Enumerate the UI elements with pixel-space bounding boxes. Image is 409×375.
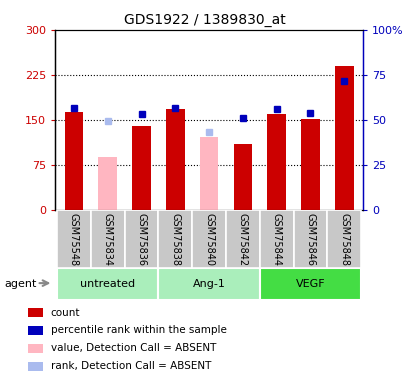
Text: GSM75836: GSM75836 [136,213,146,266]
Text: GSM75844: GSM75844 [271,213,281,266]
Bar [233,144,252,210]
Text: GSM75840: GSM75840 [204,213,213,266]
Bar [326,210,360,268]
Bar [225,210,259,268]
Bar [28,308,43,317]
Bar [334,66,353,210]
Text: GSM75846: GSM75846 [305,213,315,266]
Bar [124,210,158,268]
Bar [57,210,91,268]
Text: GSM75838: GSM75838 [170,213,180,266]
Bar [293,210,326,268]
Bar [166,109,184,210]
Bar [28,326,43,335]
Text: GDS1922 / 1389830_at: GDS1922 / 1389830_at [124,13,285,27]
Bar [158,268,259,300]
Bar [301,119,319,210]
Bar [259,268,360,300]
Bar [28,362,43,370]
Bar [192,210,225,268]
Text: VEGF: VEGF [295,279,324,289]
Bar [57,268,158,300]
Bar [91,210,124,268]
Text: agent: agent [4,279,36,289]
Text: count: count [51,308,80,318]
Text: GSM75848: GSM75848 [338,213,348,266]
Text: GSM75548: GSM75548 [69,213,79,266]
Text: GSM75842: GSM75842 [237,213,247,266]
Text: value, Detection Call = ABSENT: value, Detection Call = ABSENT [51,343,216,353]
Bar [267,114,285,210]
Bar [98,157,117,210]
Bar [132,126,151,210]
Text: rank, Detection Call = ABSENT: rank, Detection Call = ABSENT [51,361,211,371]
Text: untreated: untreated [80,279,135,289]
Bar [28,344,43,353]
Bar [65,112,83,210]
Bar [259,210,293,268]
Text: Ang-1: Ang-1 [192,279,225,289]
Bar [158,210,192,268]
Text: percentile rank within the sample: percentile rank within the sample [51,326,226,336]
Bar [199,137,218,210]
Text: GSM75834: GSM75834 [103,213,112,266]
